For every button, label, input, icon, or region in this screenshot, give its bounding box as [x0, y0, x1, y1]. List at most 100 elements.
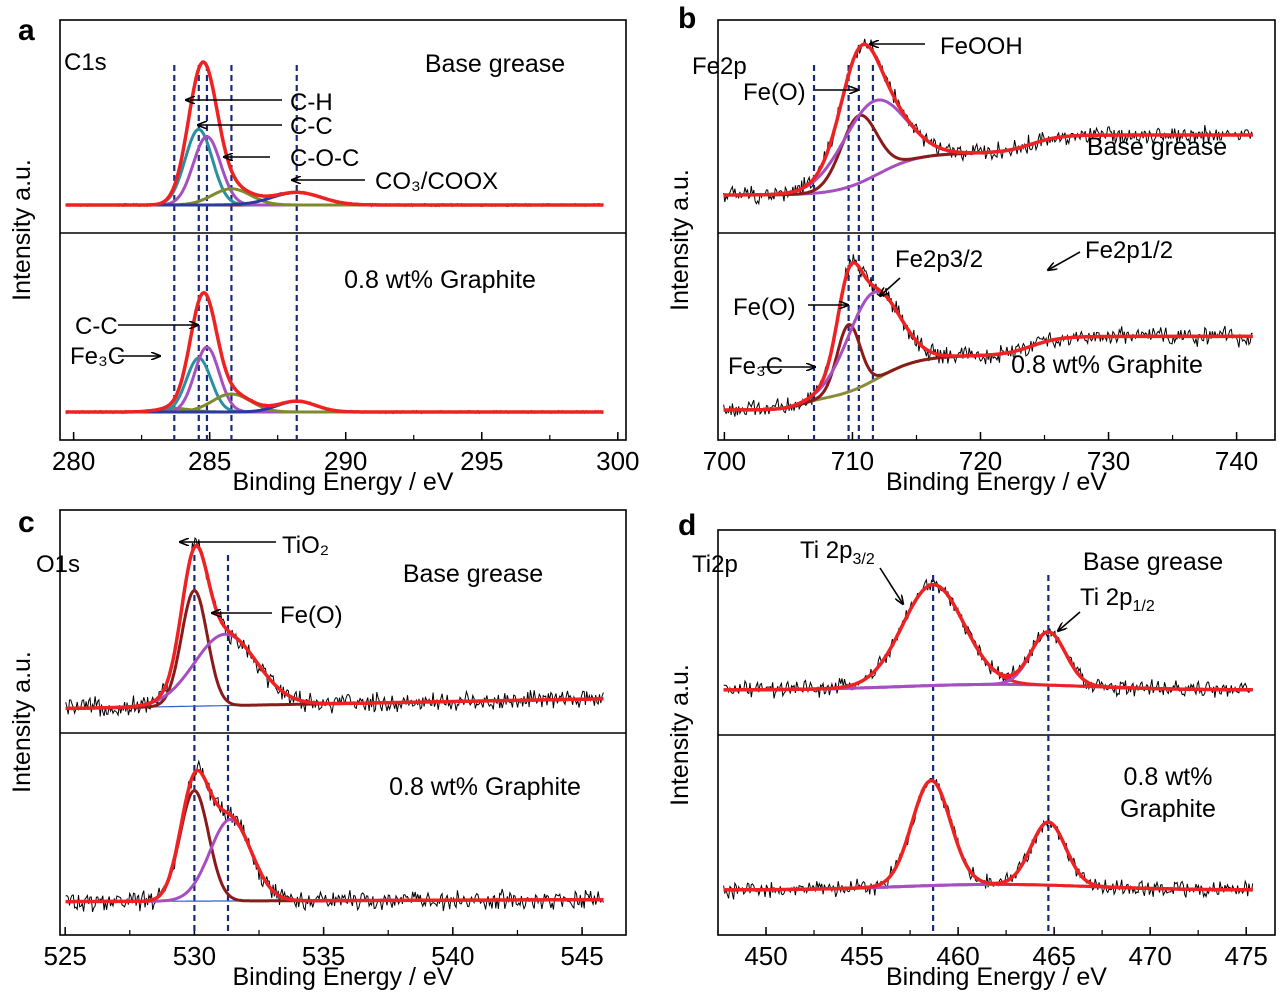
element-label: O1s	[36, 551, 80, 578]
x-tick-label: 450	[744, 941, 787, 971]
x-tick-label: 540	[431, 941, 474, 971]
annotation-label: Fe(O)	[743, 79, 806, 106]
raw-spectrum	[723, 578, 1254, 699]
subpanel-1: Base grease	[723, 38, 1254, 206]
annotation-arrow	[1058, 611, 1081, 631]
subpanel-label: 0.8 wt% Graphite	[389, 773, 581, 801]
panel-letter: d	[678, 509, 696, 542]
subpanel-1: Base grease	[65, 50, 604, 208]
plot-frame	[59, 509, 627, 936]
x-tick-label: 465	[1032, 941, 1075, 971]
panel-a: 280 285 290 295 300 Binding Energy / eV Intens…	[8, 14, 640, 496]
panel-letter: b	[678, 2, 696, 35]
y-axis-label: Intensity a.u.	[666, 664, 694, 806]
subpanel-label: Base grease	[1087, 133, 1227, 161]
x-tick-label: 285	[188, 446, 231, 476]
fit-envelope	[723, 42, 1253, 197]
fit-envelope	[65, 543, 604, 711]
subpanel-1: Base grease	[723, 548, 1254, 699]
annotation-label: Fe2p1/2	[1085, 237, 1173, 264]
component-peak	[65, 345, 604, 414]
y-axis-label: Intensity a.u.	[8, 651, 36, 793]
panel-letter: a	[18, 14, 35, 47]
x-tick-label: 545	[560, 941, 603, 971]
subpanel-label: 0.8 wt% Graphite	[1011, 351, 1203, 379]
x-tick-label: 740	[1215, 446, 1258, 476]
annotation-label: Fe(O)	[280, 602, 343, 629]
annotation-arrow	[1048, 251, 1081, 270]
x-axis-label: Binding Energy / eV	[233, 468, 454, 496]
panel-c: 525 530 535 540 545 Binding Energy / eV Intens…	[8, 506, 627, 991]
fit-envelope	[65, 290, 604, 414]
x-axis-label: Binding Energy / eV	[233, 963, 454, 991]
fit-envelope	[723, 582, 1253, 692]
subpanel-2: 0.8 wt% Graphite	[65, 266, 604, 415]
subpanel-label-line: Graphite	[1120, 795, 1216, 823]
component-peak	[723, 583, 1253, 692]
x-tick-label: 720	[959, 446, 1002, 476]
x-tick-label: 470	[1128, 941, 1171, 971]
subpanel-2: 0.8 wt% Graphite	[65, 759, 604, 913]
annotation-arrow	[880, 277, 901, 296]
annotation-label: FeOOH	[940, 33, 1023, 60]
y-axis-label: Intensity a.u.	[8, 159, 36, 301]
fit-envelope	[723, 778, 1253, 892]
component-peak	[723, 820, 1253, 892]
annotation-label: C-C	[290, 113, 333, 140]
annotation-label: C-H	[290, 89, 333, 116]
fit-envelope	[723, 260, 1253, 412]
component-peak	[65, 190, 604, 207]
x-tick-label: 460	[936, 941, 979, 971]
subpanel-label: Base grease	[403, 560, 543, 588]
subpanel-2: 0.8 wt% Graphite	[723, 763, 1254, 900]
component-peak	[65, 632, 604, 710]
panel-d: 450 455 460 465 470 475 Binding Energy / eV Int…	[666, 509, 1276, 991]
annotation-label: TiO₂	[282, 532, 329, 559]
x-tick-label: 290	[324, 446, 367, 476]
element-label: Ti2p	[692, 551, 738, 578]
annotation-label: CO₃/COOX	[375, 168, 498, 195]
y-axis-label: Intensity a.u.	[666, 169, 694, 311]
x-tick-label: 280	[52, 446, 95, 476]
x-tick-label: 475	[1224, 941, 1267, 971]
subpanel-label: 0.8 wt% Graphite	[344, 266, 536, 294]
panel-letter: c	[18, 506, 35, 539]
raw-spectrum	[65, 60, 604, 208]
annotation-arrow	[879, 567, 903, 604]
element-label: C1s	[64, 49, 107, 76]
annotation-label: Fe(O)	[733, 294, 796, 321]
component-peak	[65, 789, 604, 904]
x-tick-label: 295	[460, 446, 503, 476]
annotation-label: C-C	[75, 313, 118, 340]
plot-frame	[717, 19, 1276, 441]
element-label: Fe2p	[692, 53, 747, 80]
x-tick-label: 730	[1087, 446, 1130, 476]
annotation-label: Ti 2p1/2	[1080, 584, 1155, 615]
fit-envelope	[65, 60, 604, 207]
x-axis-label: Binding Energy / eV	[886, 468, 1107, 496]
x-axis-label: Binding Energy / eV	[886, 963, 1107, 991]
x-tick-label: 700	[703, 446, 746, 476]
component-peak	[65, 817, 604, 904]
x-tick-label: 710	[831, 446, 874, 476]
component-peak	[723, 630, 1253, 692]
annotation-label: Fe₃C	[70, 343, 125, 370]
plot-frame	[717, 529, 1276, 936]
raw-spectrum	[723, 254, 1253, 417]
annotation-label: Ti 2p3/2	[800, 537, 875, 568]
component-peak	[65, 356, 604, 414]
subpanel-label-line: 0.8 wt%	[1124, 763, 1213, 791]
panel-b: 700 710 720 730 740 Binding Energy / eV Intens…	[666, 2, 1276, 496]
raw-spectrum	[65, 291, 604, 415]
plot-frame	[59, 19, 627, 441]
annotation-label: Fe2p3/2	[895, 246, 983, 273]
raw-spectrum	[723, 38, 1254, 206]
subpanel-label: Base grease	[425, 50, 565, 78]
subpanel-label: Base grease	[1083, 548, 1223, 576]
x-tick-label: 525	[43, 941, 86, 971]
x-tick-label: 455	[840, 941, 883, 971]
fit-envelope	[65, 768, 604, 904]
annotation-label: Fe₃C	[728, 353, 783, 380]
subpanel-1: Base grease	[65, 536, 604, 717]
